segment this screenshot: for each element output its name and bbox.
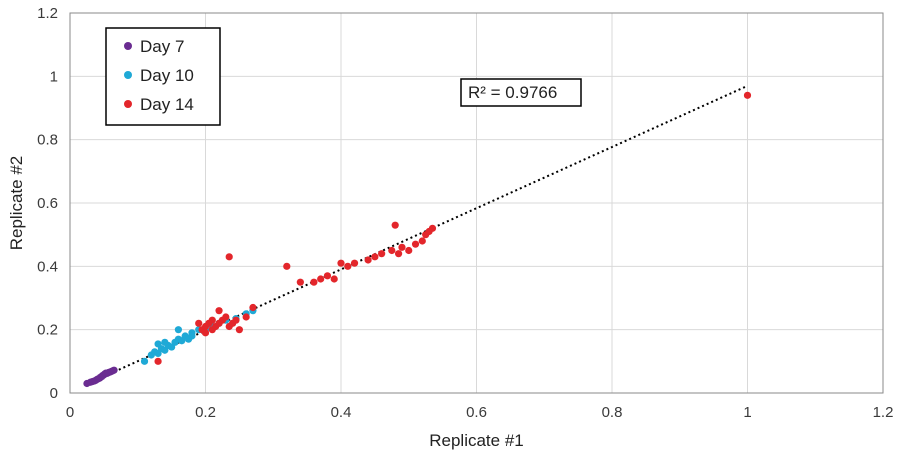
point-day-14 — [154, 357, 162, 365]
legend-label-day-14: Day 14 — [140, 95, 194, 114]
x-axis-ticks: 0 0.2 0.4 0.6 0.8 1 1.2 — [66, 404, 894, 421]
point-day-14 — [378, 250, 386, 258]
y-tick-label: 1 — [50, 68, 58, 85]
point-day-14 — [235, 326, 243, 334]
point-day-10 — [140, 357, 149, 365]
legend-marker-day-14 — [124, 100, 132, 108]
point-day-14 — [310, 278, 318, 286]
x-tick-label: 0.8 — [602, 404, 623, 421]
legend-label-day-7: Day 7 — [140, 37, 184, 56]
y-tick-label: 0.6 — [37, 195, 58, 212]
x-tick-label: 1.2 — [873, 404, 894, 421]
point-day-14 — [743, 91, 752, 99]
point-day-14 — [232, 316, 240, 324]
point-day-14 — [364, 256, 372, 264]
y-tick-label: 0.4 — [37, 258, 58, 275]
x-tick-label: 0.6 — [466, 404, 487, 421]
point-day-14 — [296, 278, 304, 286]
legend-marker-day-7 — [124, 42, 132, 50]
point-day-14 — [317, 275, 325, 283]
point-day-14 — [249, 303, 257, 312]
point-day-14 — [418, 237, 426, 245]
x-tick-label: 0 — [66, 404, 74, 421]
r-squared-label: R² = 0.9766 — [468, 83, 557, 102]
r-squared-box — [460, 78, 582, 107]
point-day-14 — [344, 262, 352, 270]
legend: Day 7 Day 10 Day 14 — [105, 27, 221, 126]
point-day-14 — [398, 243, 406, 251]
y-tick-label: 0 — [50, 385, 58, 402]
point-day-14 — [411, 240, 420, 248]
point-day-14 — [201, 329, 210, 337]
point-day-10 — [188, 332, 196, 340]
point-day-14 — [394, 250, 403, 258]
point-day-14 — [222, 313, 230, 321]
x-tick-label: 1 — [743, 404, 751, 421]
x-tick-label: 0.2 — [195, 404, 216, 421]
point-day-7 — [110, 366, 118, 374]
point-day-14 — [208, 316, 216, 324]
point-day-14 — [283, 262, 291, 270]
y-axis-title: Replicate #2 — [7, 156, 26, 251]
legend-label-day-10: Day 10 — [140, 66, 194, 85]
trendline — [86, 84, 748, 386]
point-day-10 — [174, 326, 182, 334]
point-day-10 — [161, 338, 169, 346]
point-day-14 — [405, 246, 413, 255]
point-day-14 — [323, 272, 332, 280]
y-tick-label: 1.2 — [37, 5, 58, 22]
x-tick-label: 0.4 — [331, 404, 352, 421]
y-axis-ticks: 0 0.2 0.4 0.6 0.8 1 1.2 — [37, 5, 58, 402]
point-day-14 — [225, 253, 233, 261]
point-day-14 — [242, 313, 250, 321]
point-day-14 — [428, 224, 437, 232]
y-tick-label: 0.2 — [37, 322, 58, 339]
point-day-10 — [154, 340, 162, 348]
r-squared-annotation: R² = 0.9766 — [460, 78, 582, 107]
x-axis-title: Replicate #1 — [429, 431, 524, 450]
legend-marker-day-10 — [124, 71, 132, 79]
point-day-14 — [371, 253, 379, 261]
y-tick-label: 0.8 — [37, 132, 58, 149]
point-day-14 — [195, 319, 203, 327]
plot-area — [69, 12, 884, 394]
point-day-14 — [350, 259, 359, 267]
point-day-14 — [337, 259, 345, 267]
point-day-14 — [388, 246, 396, 255]
point-day-14 — [215, 307, 223, 315]
point-day-14 — [391, 221, 399, 229]
data-points — [83, 91, 752, 388]
point-day-14 — [330, 275, 338, 283]
